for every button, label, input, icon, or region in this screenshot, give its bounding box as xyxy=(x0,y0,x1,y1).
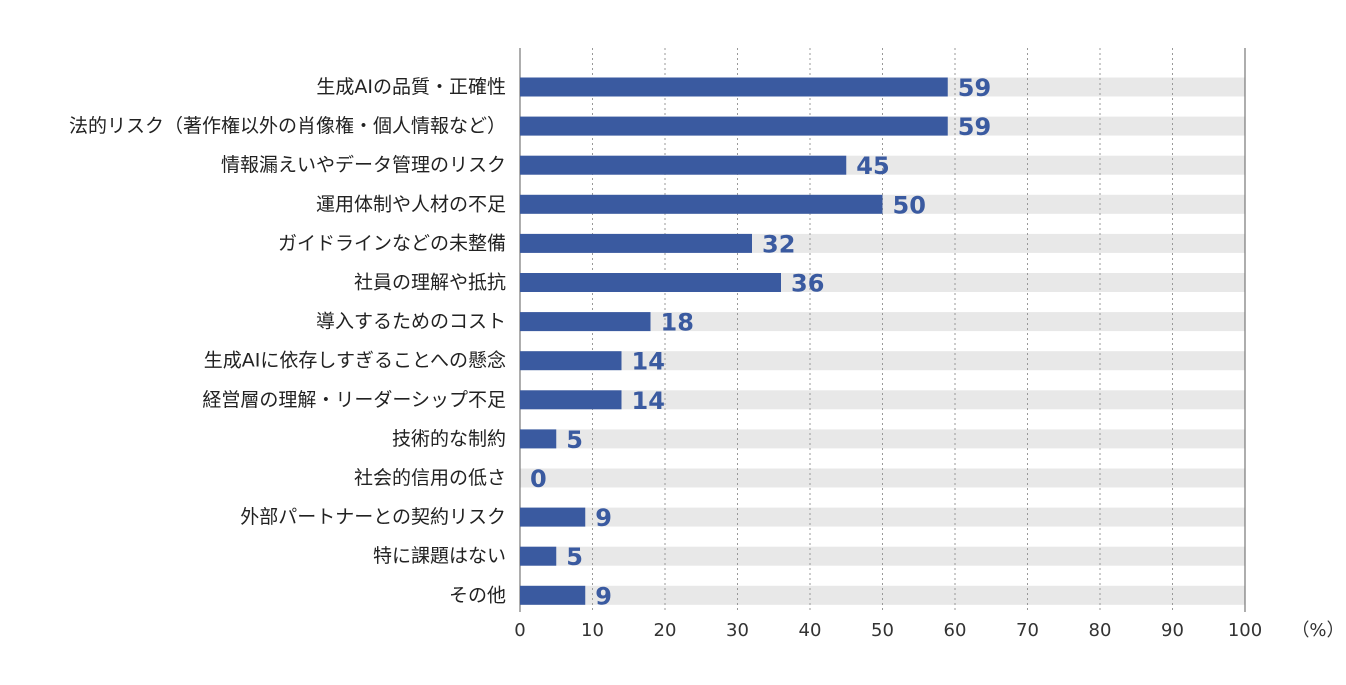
category-label: 社員の理解や抵抗 xyxy=(354,272,506,294)
bars xyxy=(520,77,948,605)
data-label: 59 xyxy=(958,74,991,102)
x-tick-label: 10 xyxy=(581,620,604,641)
bar xyxy=(520,273,781,292)
data-label: 5 xyxy=(566,426,583,454)
bar xyxy=(520,585,586,605)
bar xyxy=(520,390,622,410)
x-tick-label: 30 xyxy=(726,620,749,641)
x-tick-label: 80 xyxy=(1089,620,1112,641)
bar xyxy=(520,77,948,97)
data-label: 18 xyxy=(661,309,694,337)
bar xyxy=(520,546,557,566)
bar xyxy=(520,194,883,214)
data-label: 5 xyxy=(566,543,583,571)
bar xyxy=(520,155,847,175)
x-tick-label: 100 xyxy=(1228,620,1262,641)
x-tick-label: 40 xyxy=(799,620,822,641)
category-label: 生成AIに依存しすぎることへの懸念 xyxy=(204,349,506,372)
category-label: 情報漏えいやデータ管理のリスク xyxy=(221,154,506,176)
category-label: 生成AIの品質・正確性 xyxy=(316,76,506,98)
data-label: 9 xyxy=(595,504,612,532)
data-label: 32 xyxy=(762,230,795,258)
x-tick-label: 70 xyxy=(1016,620,1039,641)
x-tick-label: 60 xyxy=(944,620,967,641)
bar-track xyxy=(520,585,1245,605)
category-label: 技術的な制約 xyxy=(392,428,506,450)
category-label: 外部パートナーとの契約リスク xyxy=(240,506,506,528)
category-label: 法的リスク（著作権以外の肖像権・個人情報など） xyxy=(69,115,506,137)
data-label: 59 xyxy=(958,113,991,141)
category-label: 社会的信用の低さ xyxy=(354,467,506,489)
data-label: 9 xyxy=(595,582,612,610)
x-tick-label: 20 xyxy=(654,620,677,641)
category-label: 運用体制や人材の不足 xyxy=(316,193,506,215)
category-label: その他 xyxy=(449,584,506,606)
x-axis-ticks: 0 10 20 30 40 50 60 70 80 90 100 xyxy=(514,620,1262,641)
category-label: 特に課題はない xyxy=(373,545,506,567)
bar-track xyxy=(520,312,1245,332)
data-label: 50 xyxy=(893,191,926,219)
x-tick-label: 50 xyxy=(871,620,894,641)
unit-label: （%） xyxy=(1291,620,1344,641)
bar-track xyxy=(520,507,1245,527)
category-label: 経営層の理解・リーダーシップ不足 xyxy=(202,389,506,411)
bar xyxy=(520,312,651,332)
data-label: 14 xyxy=(632,387,665,415)
bar xyxy=(520,507,586,527)
data-label: 45 xyxy=(856,152,889,180)
category-label: 導入するためのコスト xyxy=(316,311,506,333)
bar xyxy=(520,233,752,253)
x-tick-label: 0 xyxy=(514,620,525,641)
bar-track xyxy=(520,546,1245,566)
x-tick-label: 90 xyxy=(1161,620,1184,641)
bar xyxy=(520,116,948,136)
data-label: 14 xyxy=(632,348,665,376)
category-label: ガイドラインなどの未整備 xyxy=(278,232,506,254)
data-label: 36 xyxy=(791,270,824,298)
data-label: 0 xyxy=(530,465,547,493)
bar xyxy=(520,429,557,449)
bar-track xyxy=(520,351,1245,371)
bar xyxy=(520,351,622,371)
